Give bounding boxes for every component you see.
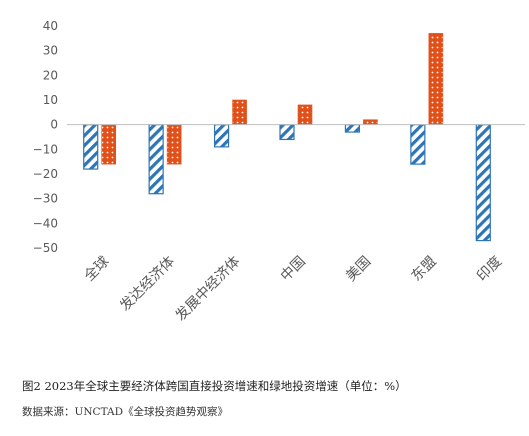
y-tick-label: 30	[43, 44, 58, 58]
bar-series2	[428, 33, 444, 125]
bars	[83, 33, 491, 242]
x-category-label: 发达经济体	[117, 254, 178, 315]
bar-series2	[297, 104, 313, 125]
y-tick-label: −40	[33, 216, 58, 230]
y-tick-label: 40	[43, 19, 58, 33]
x-category-label: 全球	[81, 253, 113, 285]
x-category-label: 发展中经济体	[173, 254, 244, 325]
y-tick-label: 20	[43, 68, 58, 82]
bar-series2	[101, 124, 117, 165]
y-tick-label: 10	[43, 93, 58, 107]
bar-series1	[344, 124, 361, 133]
data-source-note: 数据来源：UNCTAD《全球投资趋势观察》	[22, 406, 229, 418]
y-tick-label: 0	[50, 118, 58, 132]
y-tick-label: −10	[33, 142, 58, 156]
y-tick-label: −30	[33, 192, 58, 206]
bar-series1	[148, 124, 164, 195]
y-tick-label: −20	[33, 167, 58, 181]
bar-series1	[475, 124, 491, 242]
bar-series2	[166, 124, 182, 165]
bar-series1	[279, 124, 295, 141]
x-category-label: 东盟	[409, 254, 440, 285]
y-axis-ticks: 40 30 20 10 0 −10 −20 −30 −40 −50	[33, 19, 58, 255]
bar-series1	[410, 124, 426, 165]
bar-series1	[213, 124, 230, 148]
x-category-label: 美国	[343, 254, 374, 285]
x-category-label: 印度	[474, 254, 505, 285]
bar-series2	[232, 99, 247, 125]
bar-series1	[83, 124, 99, 170]
figure-caption: 图2 2023年全球主要经济体跨国直接投资增速和绿地投资增速（单位：%）	[22, 379, 407, 393]
bar-series2	[363, 119, 378, 125]
y-tick-label: −50	[33, 241, 58, 255]
x-category-label: 中国	[278, 254, 309, 285]
